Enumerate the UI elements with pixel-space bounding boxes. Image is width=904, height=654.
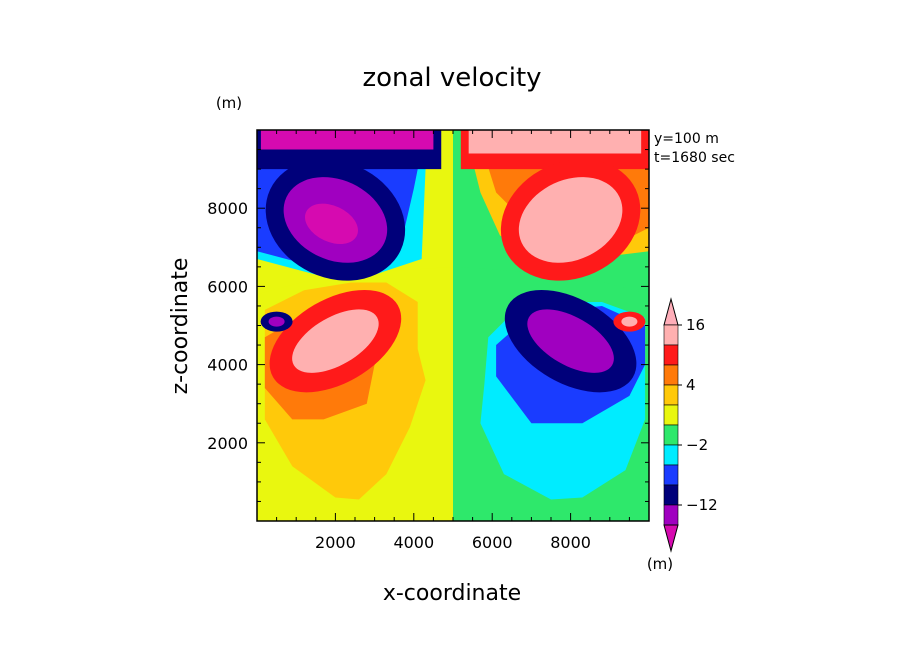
y-tick-label: 4000 [207, 356, 248, 375]
annotation-t: t=1680 sec [654, 150, 735, 166]
core-lower-right-16 [527, 309, 614, 373]
y-axis-title: z-coordinate [168, 258, 193, 395]
colorbar-swatch [663, 324, 679, 346]
colorbar-swatch [663, 344, 679, 366]
contour-top-right-16 [468, 130, 642, 154]
core-upper-right-16 [518, 177, 623, 263]
x-tick-label: 2000 [315, 533, 356, 552]
colorbar-tick-label: −12 [686, 496, 718, 514]
x-axis-title: x-coordinate [383, 581, 521, 606]
y-tick-label: 8000 [207, 199, 248, 218]
colorbar-swatch [663, 364, 679, 386]
annotation-y: y=100 m [654, 131, 719, 147]
core-upper-left-max [304, 203, 358, 244]
colorbar-extend-min [663, 524, 679, 553]
x-tick-label: 8000 [550, 533, 591, 552]
eddy-left-inner [268, 316, 285, 327]
colorbar-swatch [663, 444, 679, 466]
eddy-right-inner [621, 316, 638, 327]
contour-field [257, 130, 649, 521]
y-unit-label: (m) [216, 94, 242, 112]
colorbar-swatch [663, 484, 679, 506]
contour-top-left-16 [260, 130, 434, 150]
colorbar-swatch [663, 384, 679, 406]
colorbar-tick-label: 4 [686, 376, 696, 394]
colorbar-tick-label: 16 [686, 316, 705, 334]
colorbar-swatch [663, 404, 679, 426]
x-tick-label: 4000 [393, 533, 434, 552]
x-axis: 2000 4000 6000 8000 [276, 130, 630, 552]
core-lower-left-16 [292, 309, 379, 373]
colorbar: 16 4 −2 −12 [663, 297, 718, 553]
colorbar-swatch [663, 424, 679, 446]
x-tick-label: 6000 [472, 533, 513, 552]
colorbar-unit-label: (m) [647, 555, 673, 573]
y-tick-label: 6000 [207, 277, 248, 296]
y-tick-label: 2000 [207, 434, 248, 453]
colorbar-tick-label: −2 [686, 436, 708, 454]
colorbar-swatch [663, 464, 679, 486]
chart-title: zonal velocity [362, 63, 541, 93]
colorbar-swatch [663, 504, 679, 526]
y-axis: 2000 4000 6000 8000 [207, 149, 649, 502]
colorbar-extend-max [663, 297, 679, 326]
